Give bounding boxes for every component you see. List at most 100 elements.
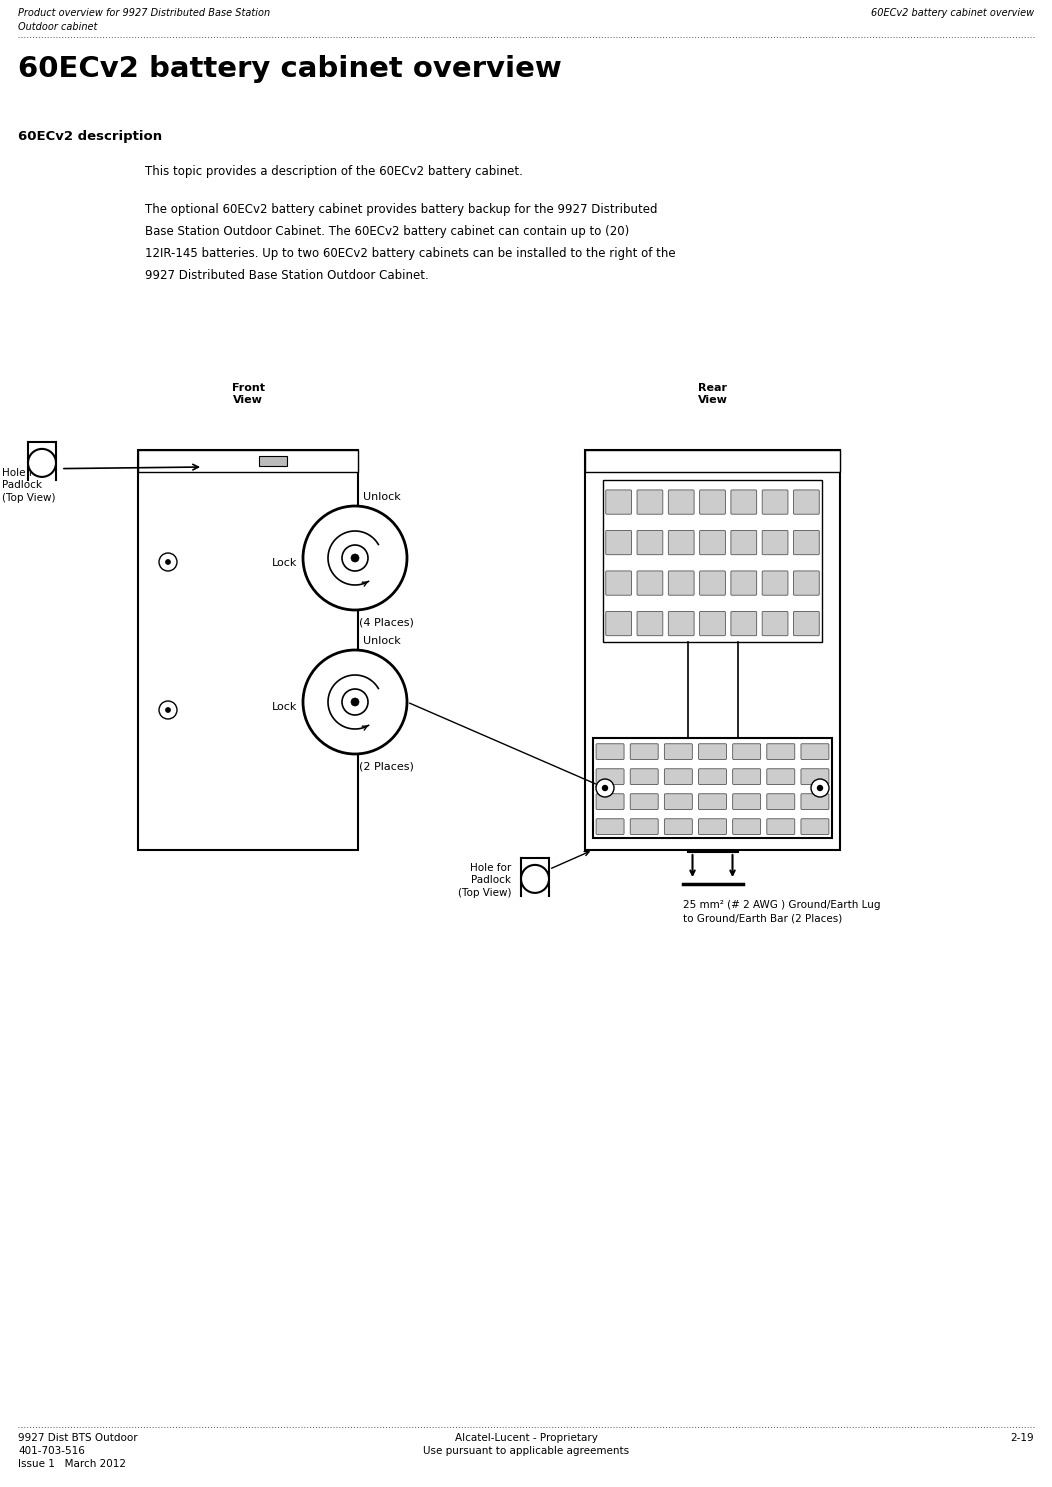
Text: 2-19: 2-19 [1010, 1433, 1034, 1442]
Text: (2 Places): (2 Places) [359, 761, 413, 770]
Text: Base Station Outdoor Cabinet. The 60ECv2 battery cabinet can contain up to (20): Base Station Outdoor Cabinet. The 60ECv2… [145, 225, 629, 238]
Circle shape [817, 785, 823, 791]
Text: 9927 Distributed Base Station Outdoor Cabinet.: 9927 Distributed Base Station Outdoor Ca… [145, 269, 429, 283]
Text: Hole for
Padlock
(Top View): Hole for Padlock (Top View) [2, 468, 56, 503]
FancyBboxPatch shape [700, 489, 726, 515]
Circle shape [325, 559, 330, 565]
Text: The optional 60ECv2 battery cabinet provides battery backup for the 9927 Distrib: The optional 60ECv2 battery cabinet prov… [145, 204, 658, 216]
Bar [585, 451, 839, 471]
Circle shape [28, 449, 56, 477]
FancyBboxPatch shape [596, 769, 624, 785]
FancyBboxPatch shape [668, 571, 694, 595]
Text: 401-703-516: 401-703-516 [18, 1445, 85, 1456]
FancyBboxPatch shape [606, 611, 631, 636]
Text: Use pursuant to applicable agreements: Use pursuant to applicable agreements [423, 1445, 629, 1456]
FancyBboxPatch shape [606, 489, 631, 515]
FancyBboxPatch shape [638, 531, 663, 555]
Text: Product overview for 9927 Distributed Base Station: Product overview for 9927 Distributed Ba… [18, 7, 270, 18]
Text: Lock: Lock [271, 702, 297, 712]
FancyBboxPatch shape [668, 611, 694, 636]
FancyBboxPatch shape [793, 489, 820, 515]
Text: Outdoor cabinet: Outdoor cabinet [18, 22, 98, 33]
FancyBboxPatch shape [731, 571, 756, 595]
Circle shape [319, 553, 337, 571]
Circle shape [159, 700, 177, 720]
FancyBboxPatch shape [731, 489, 756, 515]
Text: Hole for
Padlock
(Top View): Hole for Padlock (Top View) [458, 862, 511, 898]
FancyBboxPatch shape [767, 794, 794, 809]
Circle shape [596, 779, 614, 797]
Circle shape [303, 506, 407, 610]
Circle shape [319, 700, 337, 720]
FancyBboxPatch shape [801, 769, 829, 785]
FancyBboxPatch shape [699, 819, 727, 834]
Text: 12IR-145 batteries. Up to two 60ECv2 battery cabinets can be installed to the ri: 12IR-145 batteries. Up to two 60ECv2 bat… [145, 247, 675, 260]
Bar [259, 457, 287, 465]
FancyBboxPatch shape [665, 794, 692, 809]
Circle shape [811, 779, 829, 797]
FancyBboxPatch shape [665, 819, 692, 834]
FancyBboxPatch shape [638, 489, 663, 515]
Text: This topic provides a description of the 60ECv2 battery cabinet.: This topic provides a description of the… [145, 165, 523, 178]
Text: Alcatel-Lucent - Proprietary: Alcatel-Lucent - Proprietary [454, 1433, 598, 1442]
Text: 60ECv2 battery cabinet overview: 60ECv2 battery cabinet overview [871, 7, 1034, 18]
FancyBboxPatch shape [630, 794, 659, 809]
FancyBboxPatch shape [801, 794, 829, 809]
FancyBboxPatch shape [801, 819, 829, 834]
Circle shape [342, 688, 368, 715]
FancyBboxPatch shape [731, 531, 756, 555]
FancyBboxPatch shape [732, 769, 761, 785]
Bar [593, 738, 832, 839]
FancyBboxPatch shape [700, 531, 726, 555]
Circle shape [165, 708, 170, 712]
FancyBboxPatch shape [763, 611, 788, 636]
Circle shape [351, 697, 359, 706]
FancyBboxPatch shape [767, 744, 794, 760]
Circle shape [351, 555, 359, 562]
Text: 9927 Dist BTS Outdoor: 9927 Dist BTS Outdoor [18, 1433, 138, 1442]
FancyBboxPatch shape [793, 611, 820, 636]
FancyBboxPatch shape [732, 744, 761, 760]
FancyBboxPatch shape [665, 769, 692, 785]
FancyBboxPatch shape [732, 794, 761, 809]
FancyBboxPatch shape [596, 819, 624, 834]
FancyBboxPatch shape [665, 744, 692, 760]
FancyBboxPatch shape [763, 531, 788, 555]
FancyBboxPatch shape [596, 744, 624, 760]
FancyBboxPatch shape [668, 489, 694, 515]
Text: Lock: Lock [271, 558, 297, 568]
FancyBboxPatch shape [793, 571, 820, 595]
FancyBboxPatch shape [732, 819, 761, 834]
Bar [138, 451, 358, 851]
FancyBboxPatch shape [606, 571, 631, 595]
FancyBboxPatch shape [700, 611, 726, 636]
Circle shape [603, 785, 607, 791]
Text: 25 mm² (# 2 AWG ) Ground/Earth Lug
to Ground/Earth Bar (2 Places): 25 mm² (# 2 AWG ) Ground/Earth Lug to Gr… [683, 900, 881, 923]
Bar [585, 451, 839, 851]
FancyBboxPatch shape [763, 489, 788, 515]
FancyBboxPatch shape [699, 744, 727, 760]
FancyBboxPatch shape [793, 531, 820, 555]
Text: Unlock: Unlock [363, 636, 401, 645]
FancyBboxPatch shape [767, 819, 794, 834]
Text: Rear
View: Rear View [697, 382, 727, 404]
Text: (4 Places): (4 Places) [359, 617, 413, 628]
Circle shape [521, 865, 549, 892]
FancyBboxPatch shape [606, 531, 631, 555]
FancyBboxPatch shape [801, 744, 829, 760]
Text: Unlock: Unlock [363, 492, 401, 503]
FancyBboxPatch shape [699, 794, 727, 809]
FancyBboxPatch shape [638, 611, 663, 636]
FancyBboxPatch shape [767, 769, 794, 785]
FancyBboxPatch shape [700, 571, 726, 595]
Bar [138, 451, 358, 471]
FancyBboxPatch shape [638, 571, 663, 595]
FancyBboxPatch shape [630, 744, 659, 760]
Circle shape [342, 546, 368, 571]
FancyBboxPatch shape [699, 769, 727, 785]
Circle shape [159, 553, 177, 571]
FancyBboxPatch shape [630, 819, 659, 834]
Bar [603, 480, 822, 642]
Text: Front
View: Front View [231, 382, 264, 404]
FancyBboxPatch shape [731, 611, 756, 636]
